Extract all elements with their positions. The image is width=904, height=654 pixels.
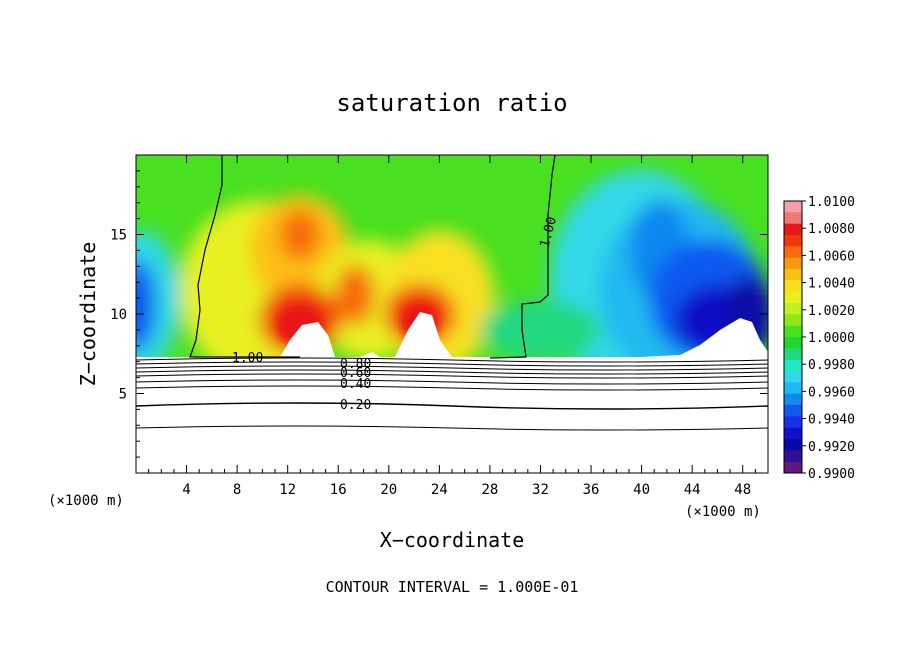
colorbar-swatch <box>784 439 802 451</box>
colorbar-swatch <box>784 416 802 429</box>
x-tick-label: 8 <box>233 482 241 498</box>
contour-1-00-right <box>489 155 556 359</box>
colorbar-swatch <box>784 393 802 406</box>
colorbar-swatch <box>784 371 802 383</box>
colorbar-swatch <box>784 427 802 440</box>
x-tick-label: 20 <box>380 482 397 498</box>
y-tick-label: 5 <box>119 387 127 403</box>
x-axis-label: X−coordinate <box>380 528 525 552</box>
x-tick-label: 44 <box>684 482 701 498</box>
x-tick-label: 36 <box>583 482 600 498</box>
colorbar-swatch <box>784 257 802 270</box>
contour-label: 0.60 <box>340 366 371 381</box>
colorbar-swatch <box>784 269 802 281</box>
x-tick-label: 24 <box>431 482 448 498</box>
colorbar-swatch <box>784 450 802 463</box>
y-tick-label: 10 <box>110 307 127 323</box>
colorbar-swatch <box>784 280 802 293</box>
contour-label: 0.20 <box>340 398 371 413</box>
contour-lines-band <box>136 357 768 363</box>
colorbar-swatch <box>784 461 802 474</box>
colorbar-label: 0.9980 <box>808 358 855 373</box>
colorbar-swatch <box>784 359 802 372</box>
colorbar-swatch <box>784 382 802 395</box>
colorbar-label: 1.0100 <box>808 195 855 210</box>
contour-label: 0.80 <box>340 357 371 372</box>
colorbar-swatch <box>784 235 802 247</box>
chart-title: saturation ratio <box>336 89 567 117</box>
colorbar-label: 1.0040 <box>808 277 855 292</box>
colorbar-label: 1.0060 <box>808 249 855 264</box>
x-unit-right: (×1000 m) <box>685 504 761 520</box>
colorbar-label: 0.9960 <box>808 385 855 400</box>
colorbar-swatch <box>784 348 802 361</box>
colorbar-label: 1.0020 <box>808 304 855 319</box>
colorbar-swatch <box>784 212 802 225</box>
x-tick-label: 28 <box>481 482 498 498</box>
colorbar: 1.0100 1.0080 1.0060 1.0040 1.0020 1.0000 0.99… <box>783 195 855 482</box>
contour-label: 1.00 <box>232 351 263 366</box>
x-axis: 4 8 12 16 20 24 28 32 36 40 44 48 <box>148 155 756 498</box>
x-tick-label: 12 <box>279 482 296 498</box>
saturation-field <box>136 155 768 473</box>
colorbar-swatch <box>784 337 802 349</box>
x-unit-left: (×1000 m) <box>48 493 124 509</box>
colorbar-swatch <box>784 201 802 213</box>
colorbar-swatch <box>784 291 802 304</box>
colorbar-swatch <box>784 325 802 338</box>
x-tick-label: 40 <box>633 482 650 498</box>
contour-label: 0.40 <box>340 377 371 392</box>
x-tick-label: 32 <box>532 482 549 498</box>
x-tick-label: 4 <box>182 482 190 498</box>
colorbar-label: 0.9900 <box>808 467 855 482</box>
y-axis: 5 10 15 <box>110 170 768 458</box>
colorbar-swatch <box>784 303 802 315</box>
colorbar-label: 1.0080 <box>808 222 855 237</box>
colorbar-swatch <box>784 246 802 259</box>
y-axis-label: Z−coordinate <box>76 242 100 387</box>
colorbar-swatch <box>784 405 802 417</box>
colorbar-label: 0.9920 <box>808 440 855 455</box>
x-tick-label: 16 <box>330 482 347 498</box>
y-tick-label: 15 <box>110 228 127 244</box>
colorbar-swatch <box>784 314 802 327</box>
contour-lines <box>136 155 768 431</box>
x-tick-label: 48 <box>734 482 751 498</box>
contour-1-00-left <box>189 155 300 358</box>
contour-interval-note: CONTOUR INTERVAL = 1.000E-01 <box>326 578 579 596</box>
colorbar-swatch <box>784 223 802 236</box>
colorbar-label: 0.9940 <box>808 413 855 428</box>
colorbar-label: 1.0000 <box>808 331 855 346</box>
